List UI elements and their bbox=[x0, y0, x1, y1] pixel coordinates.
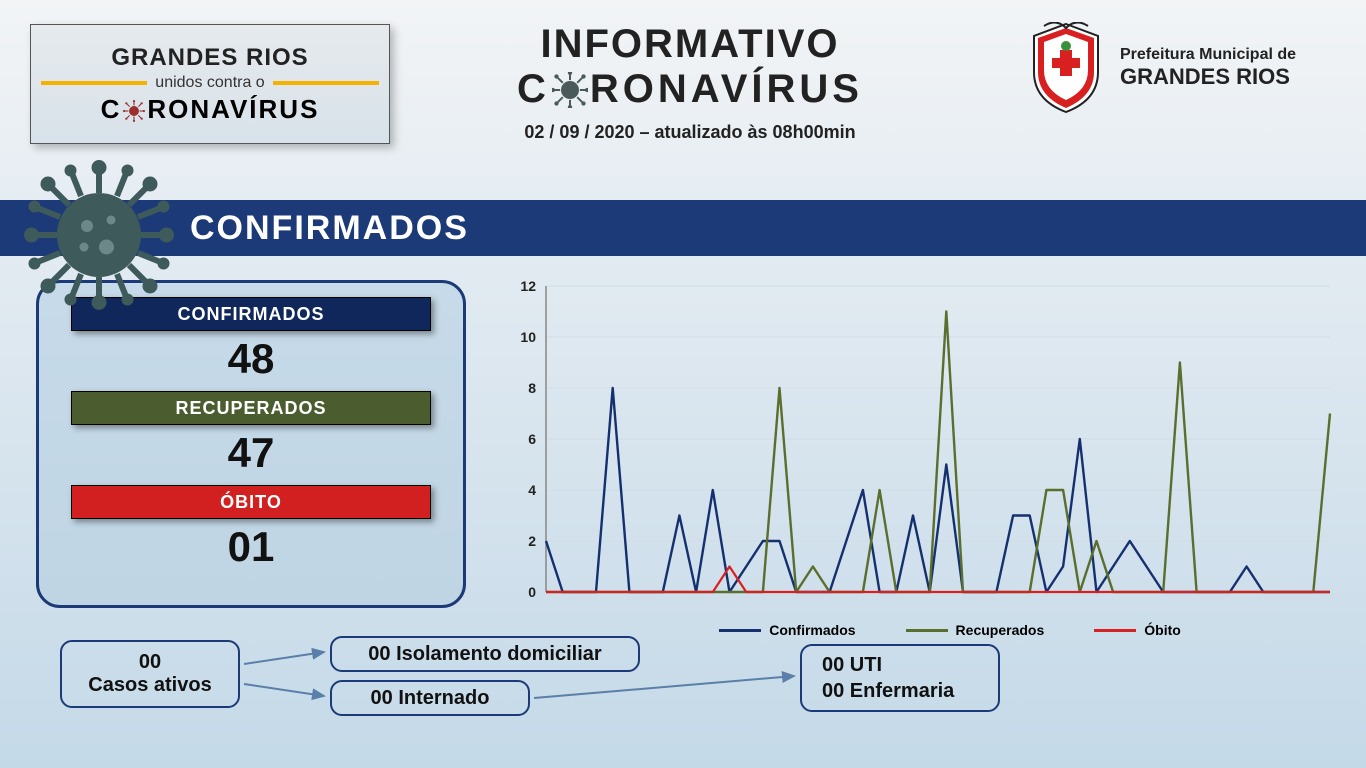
title-l2-post: RONAVÍRUS bbox=[590, 67, 863, 112]
stat-head-recuperados: RECUPERADOS bbox=[71, 391, 431, 425]
legend-obito: Óbito bbox=[1094, 622, 1181, 638]
legend-label: Óbito bbox=[1144, 622, 1181, 638]
stat-val-obito: 01 bbox=[228, 523, 275, 571]
muni-line1: Prefeitura Municipal de bbox=[1120, 46, 1296, 64]
stat-head-obito: ÓBITO bbox=[71, 485, 431, 519]
box-uti-enfermaria: 00 UTI 00 Enfermaria bbox=[800, 644, 1000, 712]
uti-line: 00 UTI bbox=[822, 652, 882, 678]
muni-line2: GRANDES RIOS bbox=[1120, 64, 1296, 90]
campaign-l3-post: RONAVÍRUS bbox=[147, 94, 319, 125]
svg-text:4: 4 bbox=[528, 482, 536, 498]
campaign-box: GRANDES RIOS unidos contra o C RONAVÍRUS bbox=[30, 24, 390, 144]
timeseries-chart: 0 2 4 6 8 10 12 bbox=[500, 276, 1340, 616]
enfermaria-line: 00 Enfermaria bbox=[822, 678, 954, 704]
crest-icon bbox=[1026, 22, 1106, 114]
campaign-line2: unidos contra o bbox=[147, 74, 272, 92]
svg-text:2: 2 bbox=[528, 533, 536, 549]
ativos-count: 00 bbox=[139, 651, 161, 674]
legend-swatch bbox=[1094, 629, 1136, 632]
legend-recuperados: Recuperados bbox=[906, 622, 1045, 638]
title-line2: C RONAVÍRUS bbox=[430, 67, 950, 112]
legend-label: Recuperados bbox=[956, 622, 1045, 638]
campaign-l3-pre: C bbox=[101, 94, 122, 125]
virus-icon bbox=[24, 160, 174, 310]
municipality-text: Prefeitura Municipal de GRANDES RIOS bbox=[1120, 46, 1296, 90]
campaign-line1: GRANDES RIOS bbox=[111, 44, 308, 72]
box-casos-ativos: 00 Casos ativos bbox=[60, 640, 240, 708]
campaign-rule: unidos contra o bbox=[41, 74, 379, 92]
title-block: INFORMATIVO C RONAVÍRUS 02 / 09 / 2020 –… bbox=[430, 22, 950, 143]
legend-swatch bbox=[906, 629, 948, 632]
legend-confirmados: Confirmados bbox=[719, 622, 855, 638]
virus-icon bbox=[123, 98, 145, 120]
svg-text:6: 6 bbox=[528, 431, 536, 447]
legend-swatch bbox=[719, 629, 761, 632]
virus-icon bbox=[552, 72, 588, 108]
title-line1: INFORMATIVO bbox=[430, 22, 950, 67]
stat-val-confirmados: 48 bbox=[228, 335, 275, 383]
svg-text:8: 8 bbox=[528, 380, 536, 396]
box-internado: 00 Internado bbox=[330, 680, 530, 716]
rule-bar-left bbox=[41, 81, 147, 85]
legend-label: Confirmados bbox=[769, 622, 855, 638]
municipality-block: Prefeitura Municipal de GRANDES RIOS bbox=[1026, 22, 1336, 114]
ativos-label: Casos ativos bbox=[88, 674, 211, 697]
stat-val-recuperados: 47 bbox=[228, 429, 275, 477]
box-isolamento: 00 Isolamento domiciliar bbox=[330, 636, 640, 672]
campaign-line3: C RONAVÍRUS bbox=[101, 94, 320, 125]
title-l2-pre: C bbox=[517, 67, 550, 112]
svg-text:10: 10 bbox=[520, 329, 536, 345]
confirmed-banner: CONFIRMADOS bbox=[0, 200, 1366, 256]
svg-text:0: 0 bbox=[528, 584, 536, 600]
svg-text:12: 12 bbox=[520, 278, 536, 294]
rule-bar-right bbox=[273, 81, 379, 85]
banner-label: CONFIRMADOS bbox=[190, 209, 469, 248]
chart-legend: Confirmados Recuperados Óbito bbox=[600, 622, 1300, 638]
stats-panel: CONFIRMADOS 48 RECUPERADOS 47 ÓBITO 01 bbox=[36, 280, 466, 608]
title-subtitle: 02 / 09 / 2020 – atualizado às 08h00min bbox=[430, 122, 950, 143]
